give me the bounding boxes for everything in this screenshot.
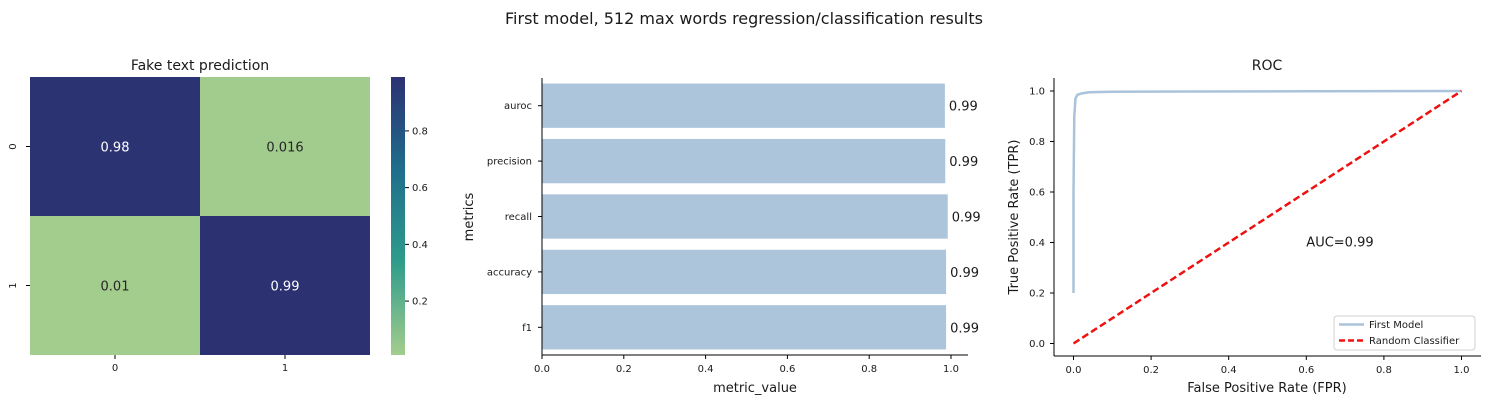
heatmap-cell-label: 0.016 xyxy=(266,141,303,156)
roc-xtick-label: 0.0 xyxy=(1066,365,1082,376)
bar-xtick-label: 0.6 xyxy=(779,364,795,375)
metric-bar xyxy=(542,83,945,128)
heatmap-cell-label: 0.99 xyxy=(271,280,300,295)
colorbar-tick-label: 0.6 xyxy=(412,183,428,194)
colorbar-tick-label: 0.8 xyxy=(412,126,428,137)
heatmap-ytick-label: 0 xyxy=(8,143,19,149)
metric-bar xyxy=(542,305,947,350)
bar-ytick-label: accuracy xyxy=(487,267,532,278)
roc-ytick-label: 0.2 xyxy=(1029,289,1045,300)
roc-ytick-label: 0.8 xyxy=(1029,137,1045,148)
bar-ytick-label: auroc xyxy=(504,101,532,112)
heatmap-cell-label: 0.01 xyxy=(101,280,130,295)
colorbar-tick-label: 0.2 xyxy=(412,297,428,308)
roc-ytick-label: 0.0 xyxy=(1029,339,1045,350)
roc-legend: First Model Random Classifier xyxy=(1333,315,1476,351)
roc-xtick-label: 0.4 xyxy=(1221,365,1237,376)
roc-xtick-label: 0.8 xyxy=(1376,365,1392,376)
heatmap-panel: Fake text prediction 0.98 0.016 0.01 0.99 0… xyxy=(8,58,428,374)
metric-bar-value-label: 0.99 xyxy=(950,321,979,336)
roc-xlabel: False Positive Rate (FPR) xyxy=(1187,381,1346,396)
roc-legend-label-random-classifier: Random Classifier xyxy=(1369,336,1460,347)
figure-suptitle: First model, 512 max words regression/cl… xyxy=(505,9,983,28)
bar-ytick-label: f1 xyxy=(522,323,532,334)
roc-xtick-label: 1.0 xyxy=(1454,365,1470,376)
roc-auc-annotation: AUC=0.99 xyxy=(1306,236,1373,251)
roc-xtick-label: 0.6 xyxy=(1298,365,1314,376)
roc-title: ROC xyxy=(1252,58,1283,74)
bar-xtick-label: 0.8 xyxy=(861,364,877,375)
heatmap-cell-label: 0.98 xyxy=(101,141,130,156)
metric-bar-value-label: 0.99 xyxy=(949,155,978,170)
heatmap-xtick-label: 0 xyxy=(112,363,118,374)
bar-xlabel: metric_value xyxy=(713,381,797,396)
roc-legend-label-first-model: First Model xyxy=(1369,320,1423,331)
roc-panel: ROC 0.0 0.2 0.4 0.6 0.8 1.0 0.0 0.2 0.4 0.6 0.8 1.… xyxy=(1007,58,1481,396)
roc-series-line xyxy=(1072,89,1462,293)
heatmap-ytick-label: 1 xyxy=(8,282,19,288)
bar-xtick-label: 0.0 xyxy=(534,364,550,375)
bar-xtick-label: 1.0 xyxy=(943,364,959,375)
roc-ytick-label: 1.0 xyxy=(1029,87,1045,98)
heatmap-xtick-label: 1 xyxy=(282,363,288,374)
roc-series-line xyxy=(1072,89,1463,345)
heatmap-cell xyxy=(200,77,370,216)
heatmap-cell xyxy=(200,216,370,355)
bar-xtick-label: 0.4 xyxy=(698,364,714,375)
bar-ylabel: metrics xyxy=(462,192,477,241)
bar-ytick-label: recall xyxy=(505,212,532,223)
metrics-bar-panel: 0.990.990.990.990.99 0.0 0.2 0.4 0.6 0.8 1.0 … xyxy=(462,78,981,396)
roc-ytick-label: 0.6 xyxy=(1029,188,1045,199)
metric-bar-value-label: 0.99 xyxy=(952,211,981,226)
heatmap-cell xyxy=(30,77,200,216)
metric-bar xyxy=(542,249,947,295)
heatmap-cell xyxy=(30,216,200,355)
bar-xtick-label: 0.2 xyxy=(616,364,632,375)
heatmap-title: Fake text prediction xyxy=(131,58,269,74)
metric-bar xyxy=(542,194,948,239)
metric-bar xyxy=(542,138,946,184)
metric-bar-value-label: 0.99 xyxy=(950,266,979,281)
roc-xtick-label: 0.2 xyxy=(1143,365,1159,376)
colorbar-tick-label: 0.4 xyxy=(412,240,428,251)
metric-bar-value-label: 0.99 xyxy=(949,100,978,115)
roc-ylabel: True Positive Rate (TPR) xyxy=(1007,140,1022,296)
roc-legend-box xyxy=(1333,315,1476,351)
bar-ytick-label: precision xyxy=(487,157,532,168)
roc-ytick-label: 0.4 xyxy=(1029,238,1045,249)
colorbar xyxy=(391,77,405,355)
